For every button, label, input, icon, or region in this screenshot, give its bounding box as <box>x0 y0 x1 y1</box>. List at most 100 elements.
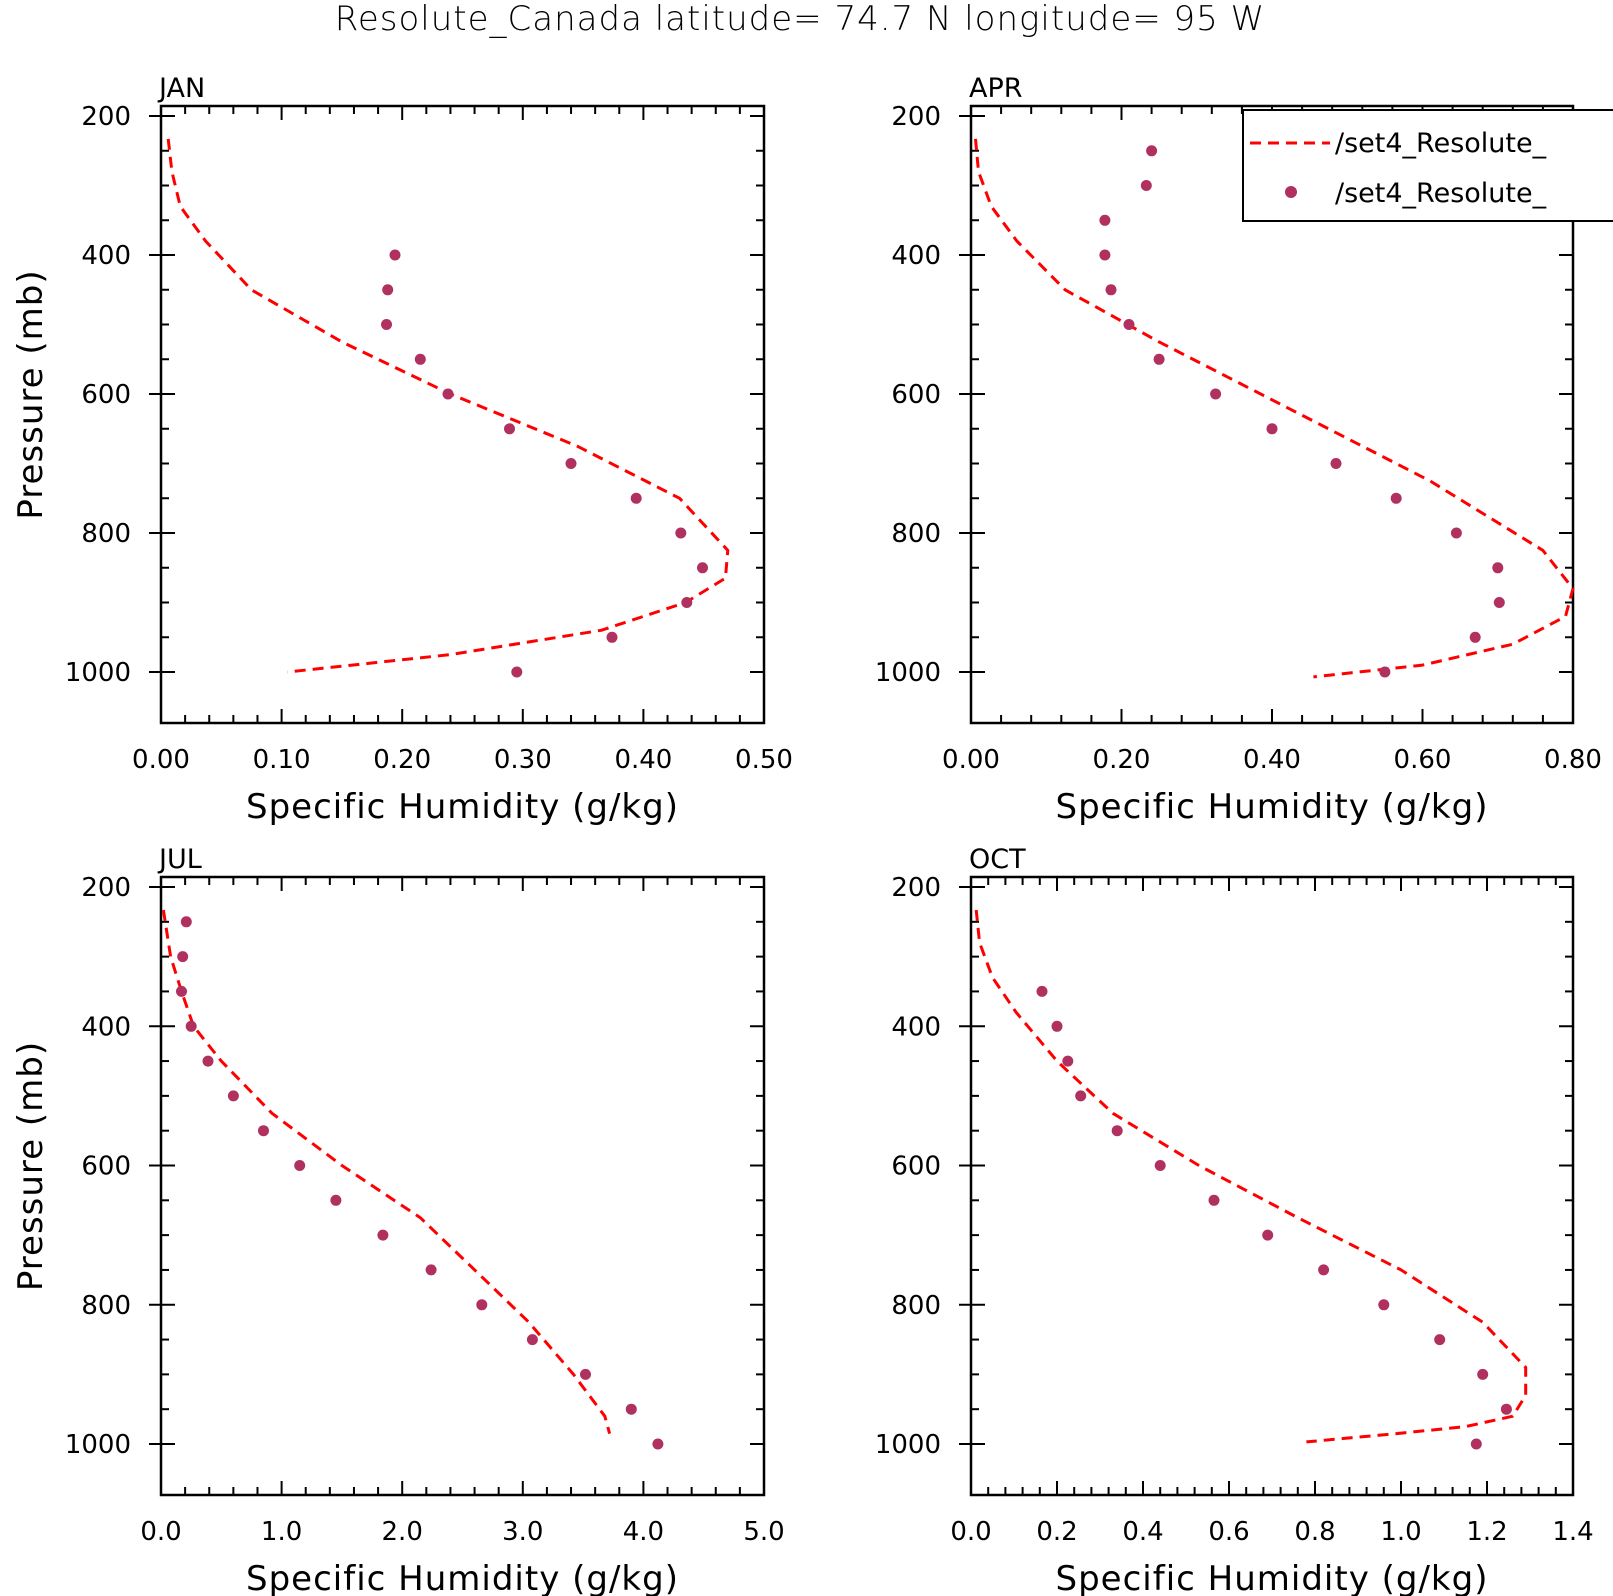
obs-marker <box>580 1368 591 1380</box>
plot-frame <box>969 875 1575 1497</box>
y-tick-label: 800 <box>81 1291 131 1321</box>
obs-marker <box>511 666 523 678</box>
obs-marker <box>382 284 394 296</box>
obs-marker <box>185 1020 197 1032</box>
obs-marker <box>1450 527 1462 539</box>
obs-marker <box>1492 562 1504 574</box>
x-tick-label: 0.30 <box>494 745 552 775</box>
model-dashed-line <box>974 909 1528 1444</box>
x-tick-label: 1.0 <box>1380 1517 1421 1547</box>
panels: 200 400 600 800 1000 0.00 0.10 0.20 0.30 0.40 0.50… <box>11 73 1602 1596</box>
x-tick-label: 0.40 <box>614 745 672 775</box>
obs-marker <box>1062 1055 1074 1067</box>
obs-marker <box>258 1125 269 1137</box>
x-tick-label: 0.00 <box>942 745 1000 775</box>
x-tick-label: 0.00 <box>132 745 190 775</box>
obs-marker <box>675 527 687 539</box>
obs-marker <box>377 1229 389 1241</box>
obs-marker <box>1099 249 1111 261</box>
y-tick-label: 800 <box>891 519 941 549</box>
panel-label: APR <box>969 73 1023 104</box>
y-tick-label: 200 <box>81 102 131 132</box>
x-tick-label: 0.20 <box>373 745 431 775</box>
x-tick-label: 0.8 <box>1294 1517 1335 1547</box>
y-tick-label: 400 <box>81 241 131 271</box>
x-tick-label: 1.0 <box>261 1517 302 1547</box>
y-tick-label: 1000 <box>65 1430 131 1460</box>
obs-marker <box>1470 1438 1482 1450</box>
obs-marker <box>1500 1403 1512 1415</box>
obs-marker <box>1153 353 1165 365</box>
legend: /set4_Resolute_ /set4_Resolute_ <box>1242 109 1613 222</box>
x-tick-label: 0.20 <box>1093 745 1151 775</box>
obs-marker <box>177 951 189 963</box>
obs-marker <box>1434 1334 1446 1346</box>
x-axis-label: Specific Humidity (g/kg) <box>1056 1559 1489 1596</box>
obs-marker <box>1477 1368 1489 1380</box>
obs-marker <box>1469 631 1481 643</box>
panel-label: OCT <box>969 844 1026 875</box>
y-tick-label: 1000 <box>65 658 131 688</box>
obs-marker <box>389 249 401 261</box>
x-tick-label: 0.0 <box>140 1517 181 1547</box>
obs-marker <box>1208 1194 1220 1206</box>
legend-label-obs: /set4_Resolute_ <box>1335 178 1547 209</box>
legend-label-model: /set4_Resolute_ <box>1335 128 1547 159</box>
x-axis-label: Specific Humidity (g/kg) <box>246 1559 679 1596</box>
y-tick-label: 400 <box>891 1012 941 1042</box>
x-tick-label: 5.0 <box>743 1517 784 1547</box>
model-dashed-line <box>161 909 612 1434</box>
x-tick-label: 0.60 <box>1394 745 1452 775</box>
x-tick-label: 0.50 <box>735 745 793 775</box>
y-axis-label: Pressure (mb) <box>11 1041 51 1291</box>
obs-marker <box>227 1090 239 1102</box>
x-tick-label: 0.40 <box>1243 745 1301 775</box>
obs-marker <box>180 916 192 928</box>
obs-marker <box>697 562 708 574</box>
obs-marker <box>1379 666 1391 678</box>
panel-label: JAN <box>157 73 205 104</box>
y-tick-label: 400 <box>891 241 941 271</box>
obs-marker <box>526 1334 538 1346</box>
obs-marker <box>176 985 187 997</box>
obs-marker <box>630 492 642 504</box>
obs-marker <box>681 597 693 608</box>
panel-jul: 200 400 600 800 1000 0.0 1.0 2.0 3.0 4.0 5.0 Specif… <box>11 844 785 1596</box>
obs-marker <box>1266 423 1278 435</box>
y-tick-label: 200 <box>81 873 131 903</box>
obs-marker <box>1146 145 1158 157</box>
obs-marker <box>1493 597 1505 608</box>
panel-label: JUL <box>157 844 202 875</box>
plot-frame <box>159 875 766 1497</box>
obs-marker <box>1154 1160 1166 1171</box>
x-tick-label: 4.0 <box>623 1517 664 1547</box>
obs-marker <box>1111 1125 1123 1137</box>
obs-marker <box>294 1160 306 1171</box>
obs-marker <box>1140 180 1152 191</box>
obs-marker <box>1330 458 1342 469</box>
obs-marker <box>425 1264 437 1276</box>
legend-marker-swatch <box>1285 186 1297 198</box>
y-tick-label: 600 <box>81 380 131 410</box>
obs-marker <box>1390 492 1402 504</box>
legend-box <box>1242 109 1613 222</box>
y-tick-label: 1000 <box>875 1430 941 1460</box>
obs-marker <box>1036 985 1048 997</box>
x-tick-label: 1.2 <box>1466 1517 1507 1547</box>
y-tick-label: 200 <box>891 102 941 132</box>
plot-frame <box>159 104 766 725</box>
obs-marker <box>1262 1229 1274 1241</box>
y-tick-label: 600 <box>891 380 941 410</box>
obs-marker <box>202 1055 214 1067</box>
obs-marker <box>1123 319 1135 330</box>
x-axis-label: Specific Humidity (g/kg) <box>1056 787 1489 827</box>
obs-marker <box>1210 388 1222 400</box>
x-tick-label: 0.0 <box>950 1517 991 1547</box>
x-tick-label: 0.80 <box>1544 745 1602 775</box>
obs-marker <box>504 423 515 435</box>
y-tick-label: 800 <box>891 1291 941 1321</box>
obs-marker <box>606 631 618 643</box>
obs-marker <box>1318 1264 1330 1276</box>
x-tick-label: 3.0 <box>502 1517 543 1547</box>
